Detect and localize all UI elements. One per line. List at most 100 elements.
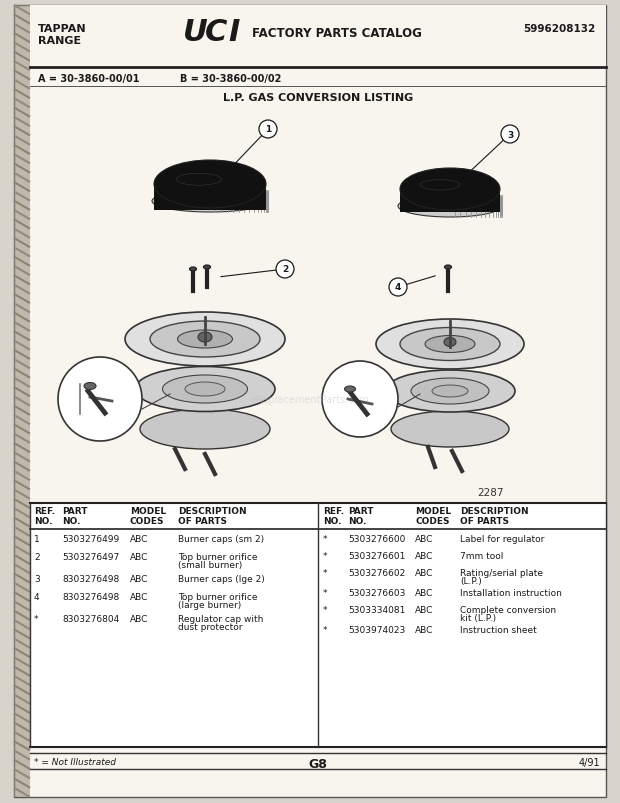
Circle shape (389, 279, 407, 296)
Text: ABC: ABC (130, 574, 148, 583)
Text: 2: 2 (282, 265, 288, 274)
Text: 5996208132: 5996208132 (523, 24, 595, 34)
Text: ABC: ABC (415, 552, 433, 560)
Text: REF.
NO.: REF. NO. (34, 507, 55, 526)
Text: Complete conversion: Complete conversion (460, 605, 556, 614)
Text: L.P. GAS CONVERSION LISTING: L.P. GAS CONVERSION LISTING (223, 93, 413, 103)
Text: Installation instruction: Installation instruction (460, 589, 562, 597)
Text: *: * (323, 626, 327, 634)
Text: *: * (323, 569, 327, 577)
Ellipse shape (425, 336, 475, 353)
Ellipse shape (385, 370, 515, 413)
Text: *: * (323, 605, 327, 614)
Text: (small burner): (small burner) (178, 560, 242, 569)
Text: Burner caps (lge 2): Burner caps (lge 2) (178, 574, 265, 583)
Ellipse shape (125, 312, 285, 366)
Text: 3: 3 (34, 574, 40, 583)
Text: eReplacementParts.com: eReplacementParts.com (250, 394, 370, 405)
Text: 7mm tool: 7mm tool (460, 552, 503, 560)
Text: 8303276498: 8303276498 (62, 593, 119, 601)
Text: FACTORY PARTS CATALOG: FACTORY PARTS CATALOG (252, 27, 422, 40)
Text: 4: 4 (395, 283, 401, 292)
Ellipse shape (135, 367, 275, 412)
Text: (L.P.): (L.P.) (460, 577, 482, 585)
Text: ABC: ABC (415, 605, 433, 614)
Text: Rating/serial plate: Rating/serial plate (460, 569, 543, 577)
Text: dust protector: dust protector (178, 622, 242, 631)
Bar (154, 185, 266, 210)
Circle shape (58, 357, 142, 442)
Text: ABC: ABC (130, 593, 148, 601)
Text: ABC: ABC (415, 589, 433, 597)
Text: DESCRIPTION
OF PARTS: DESCRIPTION OF PARTS (178, 507, 247, 526)
Text: 4: 4 (34, 593, 40, 601)
Circle shape (276, 261, 294, 279)
Text: ABC: ABC (130, 614, 148, 623)
Text: RANGE: RANGE (38, 36, 81, 46)
Text: Top burner orifice: Top burner orifice (178, 552, 257, 561)
Ellipse shape (411, 378, 489, 405)
Text: 5303276600: 5303276600 (348, 534, 405, 544)
Text: 8303276804: 8303276804 (62, 614, 119, 623)
Ellipse shape (445, 266, 451, 270)
Ellipse shape (154, 161, 266, 209)
Ellipse shape (84, 383, 96, 390)
Text: 5303276602: 5303276602 (348, 569, 405, 577)
Bar (400, 190, 500, 213)
Text: 3: 3 (507, 130, 513, 140)
Text: I: I (228, 18, 240, 47)
Circle shape (259, 120, 277, 139)
Text: Instruction sheet: Instruction sheet (460, 626, 537, 634)
Ellipse shape (391, 411, 509, 447)
Ellipse shape (400, 169, 500, 210)
Text: (large burner): (large burner) (178, 601, 241, 609)
Text: REF.
NO.: REF. NO. (323, 507, 344, 526)
Text: 5303276601: 5303276601 (348, 552, 405, 560)
Text: Top burner orifice: Top burner orifice (178, 593, 257, 601)
Text: Burner caps (sm 2): Burner caps (sm 2) (178, 534, 264, 544)
Bar (30, 503, 606, 747)
Text: ABC: ABC (415, 626, 433, 634)
Bar (14, 6, 30, 797)
Text: 2287: 2287 (477, 487, 503, 497)
Text: 1: 1 (34, 534, 40, 544)
Ellipse shape (398, 196, 502, 218)
Ellipse shape (140, 410, 270, 450)
Text: *: * (323, 552, 327, 560)
Text: ABC: ABC (130, 552, 148, 561)
Text: PART
NO.: PART NO. (62, 507, 87, 526)
Text: *: * (323, 589, 327, 597)
Text: 5303974023: 5303974023 (348, 626, 405, 634)
Text: DESCRIPTION
OF PARTS: DESCRIPTION OF PARTS (460, 507, 529, 526)
Text: ABC: ABC (415, 534, 433, 544)
Ellipse shape (162, 376, 247, 403)
Text: *: * (323, 534, 327, 544)
Text: ABC: ABC (415, 569, 433, 577)
Text: 5303276499: 5303276499 (62, 534, 119, 544)
Text: 2: 2 (34, 552, 40, 561)
Text: B = 30-3860-00/02: B = 30-3860-00/02 (180, 74, 281, 84)
Text: * = Not Illustrated: * = Not Illustrated (34, 757, 116, 766)
Text: G8: G8 (309, 757, 327, 770)
Ellipse shape (203, 266, 211, 270)
Circle shape (322, 361, 398, 438)
Text: 5303276603: 5303276603 (348, 589, 405, 597)
Text: *: * (34, 614, 38, 623)
Text: kit (L.P.): kit (L.P.) (460, 613, 496, 622)
Text: PART
NO.: PART NO. (348, 507, 373, 526)
Text: A = 30-3860-00/01: A = 30-3860-00/01 (38, 74, 140, 84)
Text: U: U (183, 18, 207, 47)
Ellipse shape (198, 332, 212, 343)
Ellipse shape (376, 320, 524, 369)
Ellipse shape (444, 338, 456, 347)
Ellipse shape (190, 267, 197, 271)
Text: 5303334081: 5303334081 (348, 605, 405, 614)
Text: 8303276498: 8303276498 (62, 574, 119, 583)
Ellipse shape (400, 328, 500, 361)
Text: 4/91: 4/91 (578, 757, 600, 767)
Ellipse shape (177, 331, 232, 349)
Text: Regulator cap with: Regulator cap with (178, 614, 264, 623)
Ellipse shape (185, 382, 225, 397)
Ellipse shape (432, 385, 468, 397)
Text: TAPPAN: TAPPAN (38, 24, 87, 34)
